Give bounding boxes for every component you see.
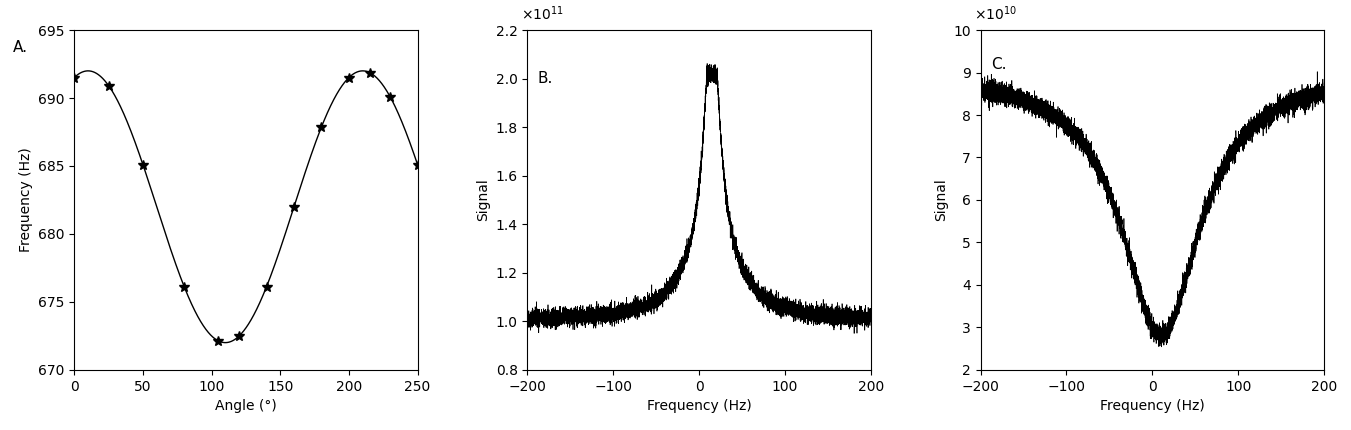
X-axis label: Angle (°): Angle (°) — [215, 399, 277, 413]
Text: B.: B. — [538, 71, 553, 86]
X-axis label: Frequency (Hz): Frequency (Hz) — [647, 399, 751, 413]
Y-axis label: Signal: Signal — [934, 178, 948, 221]
Text: A.: A. — [12, 40, 27, 55]
Text: $\times10^{10}$: $\times10^{10}$ — [974, 5, 1017, 23]
Y-axis label: Signal: Signal — [476, 178, 490, 221]
Y-axis label: Frequency (Hz): Frequency (Hz) — [19, 147, 32, 252]
Text: C.: C. — [992, 57, 1006, 72]
Text: $\times10^{11}$: $\times10^{11}$ — [520, 5, 563, 23]
X-axis label: Frequency (Hz): Frequency (Hz) — [1100, 399, 1205, 413]
